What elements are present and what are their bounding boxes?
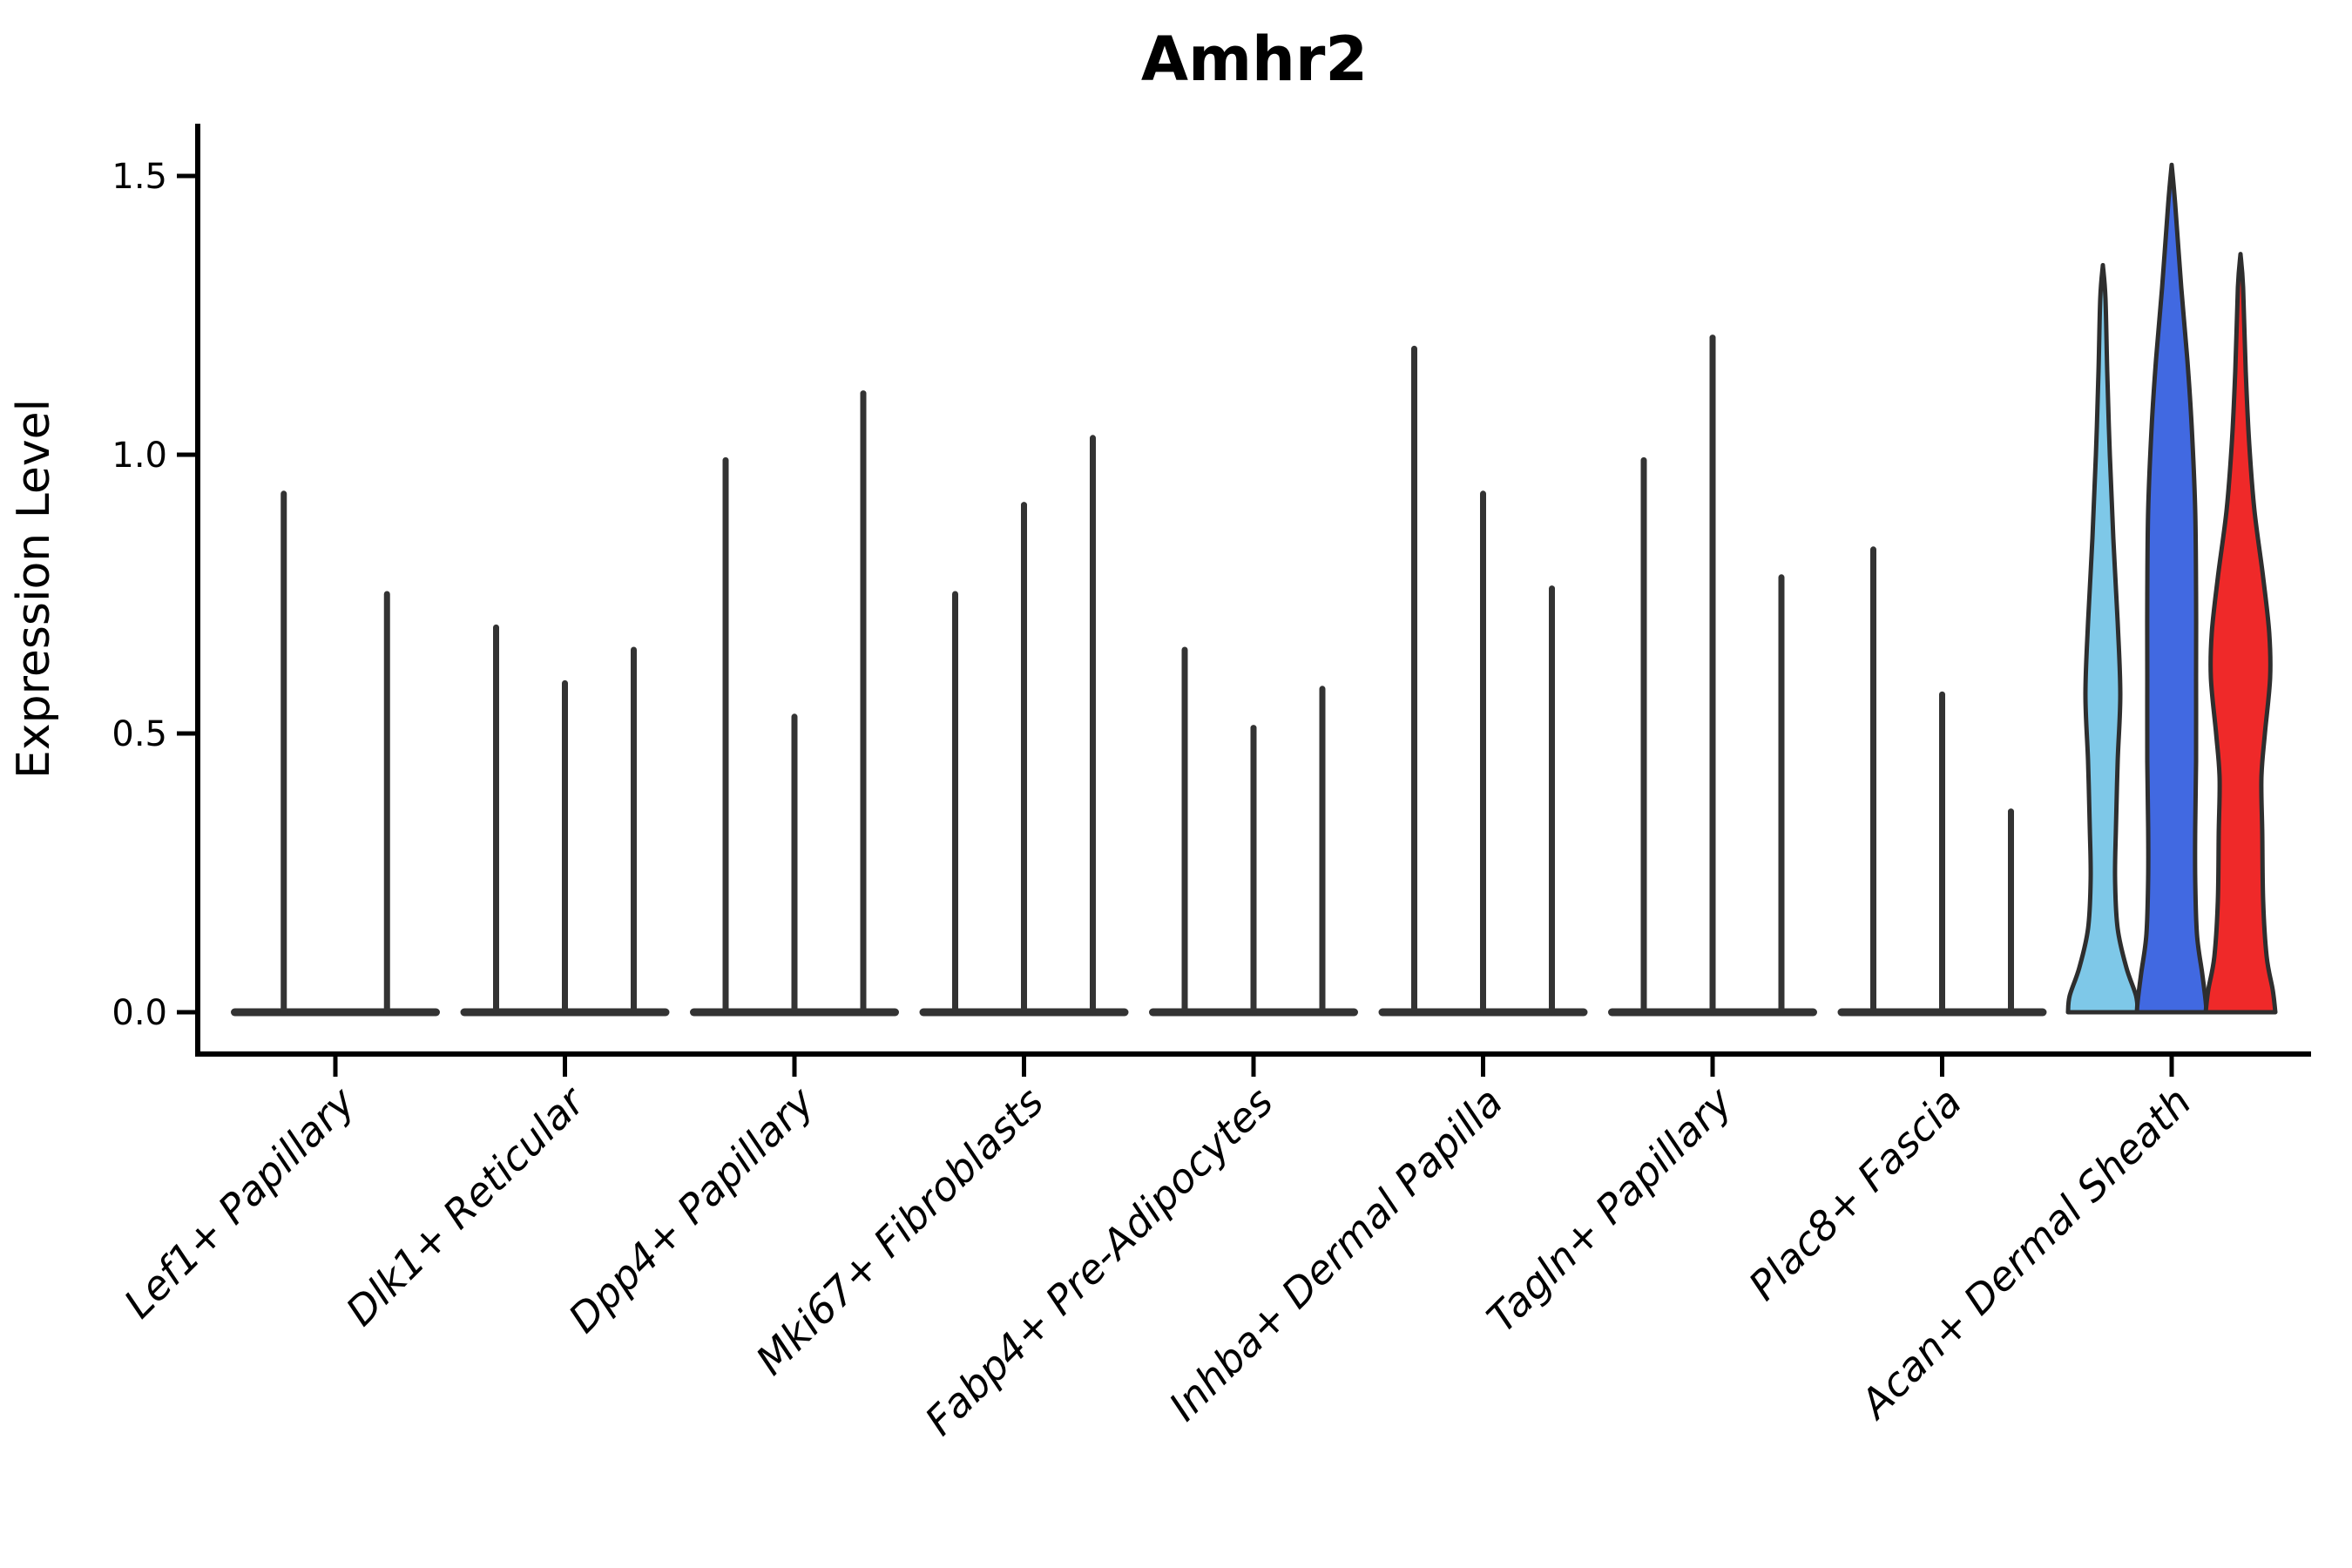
violin-body [2065,262,2140,1015]
violin-body [2134,162,2209,1015]
y-tick-label: 0.5 [112,714,167,754]
y-tick-label: 0.0 [112,993,167,1033]
baseline-bar [231,1008,440,1017]
category-label: Tagln+ Papillary [1477,1078,1741,1342]
y-axis-label: Expression Level [8,399,60,779]
category-label: Plac8+ Fascia [1740,1078,1970,1309]
y-tick-label: 1.5 [112,157,167,197]
category-label: Lef1+ Papillary [115,1078,364,1327]
category-label: Dpp4+ Papillary [559,1078,823,1342]
violin-body [2203,252,2278,1015]
category-label: Dlk1+ Reticular [337,1076,596,1335]
y-tick-label: 1.0 [112,436,167,476]
chart-title: Amhr2 [1141,24,1368,95]
